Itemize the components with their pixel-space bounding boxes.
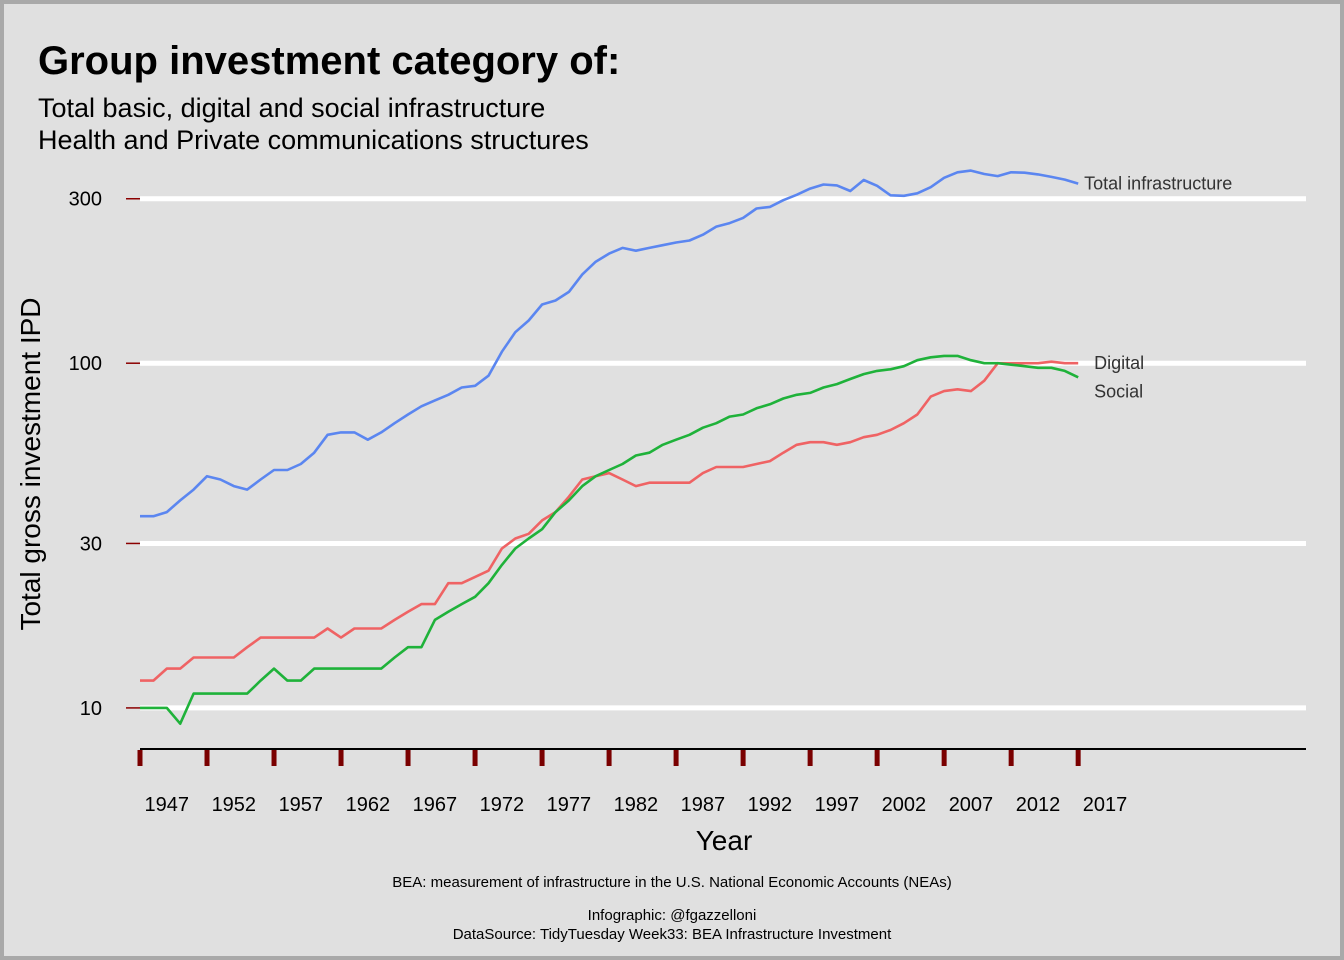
caption-line-3: DataSource: TidyTuesday Week33: BEA Infr… [453, 926, 892, 943]
series-line-total-infrastructure [140, 169, 1079, 518]
series-line-digital [140, 360, 1079, 682]
series-label-total-infrastructure: Total infrastructure [1084, 174, 1232, 194]
x-tick-label-1992: 1992 [748, 794, 793, 816]
x-tick-mark-2000 [874, 750, 880, 766]
x-tick-mark-1970 [472, 750, 478, 766]
x-axis-title: Year [696, 825, 753, 856]
x-tick-label-2012: 2012 [1016, 794, 1061, 816]
x-tick-mark-1950 [204, 750, 210, 766]
x-tick-mark-2010 [1008, 750, 1014, 766]
chart-subtitle-line-2: Health and Private communications struct… [38, 125, 589, 155]
x-tick-label-1977: 1977 [547, 794, 592, 816]
y-axis-title: Total gross investment IPD [15, 297, 46, 630]
x-axis: 1947 1952 1957 1962 1967 1972 1977 1982 1987 1992… [137, 748, 1306, 816]
y-tick-label-10: 10 [80, 698, 102, 720]
y-tick-label-30: 30 [80, 533, 102, 555]
x-tick-label-1982: 1982 [614, 794, 659, 816]
x-tick-label-1947: 1947 [145, 794, 190, 816]
x-tick-label-1967: 1967 [413, 794, 458, 816]
x-tick-label-2017: 2017 [1083, 794, 1128, 816]
x-tick-mark-2015 [1075, 750, 1081, 766]
chart-frame: Group investment category of: Total basi… [4, 4, 1340, 956]
chart: Group investment category of: Total basi… [15, 39, 1306, 943]
x-tick-mark-2005 [941, 750, 947, 766]
x-tick-mark-1990 [740, 750, 746, 766]
x-tick-mark-1965 [405, 750, 411, 766]
caption-line-2: Infographic: @fgazzelloni [588, 907, 757, 924]
series-label-digital: Digital [1094, 353, 1144, 373]
chart-subtitle-line-1: Total basic, digital and social infrastr… [38, 93, 545, 123]
x-tick-label-1987: 1987 [681, 794, 726, 816]
x-tick-mark-1995 [807, 750, 813, 766]
x-tick-mark-1945 [137, 750, 143, 766]
x-tick-label-2002: 2002 [882, 794, 927, 816]
x-tick-mark-1955 [271, 750, 277, 766]
y-axis: 10 30 100 300 [69, 189, 140, 720]
x-tick-label-1957: 1957 [279, 794, 324, 816]
x-tick-label-1972: 1972 [480, 794, 525, 816]
x-tick-mark-1975 [539, 750, 545, 766]
x-tick-label-2007: 2007 [949, 794, 994, 816]
x-tick-label-1962: 1962 [346, 794, 391, 816]
x-tick-label-1997: 1997 [815, 794, 860, 816]
x-tick-mark-1980 [606, 750, 612, 766]
x-tick-mark-1985 [673, 750, 679, 766]
x-tick-mark-1960 [338, 750, 344, 766]
chart-title: Group investment category of: [38, 39, 620, 83]
series-line-social [140, 354, 1079, 726]
caption-line-1: BEA: measurement of infrastructure in th… [392, 874, 951, 891]
grid-lines [140, 196, 1306, 711]
series-label-social: Social [1094, 381, 1143, 401]
series-lines: Total infrastructure Digital Social [140, 169, 1232, 726]
y-tick-label-100: 100 [69, 353, 102, 375]
x-tick-label-1952: 1952 [212, 794, 257, 816]
y-tick-label-300: 300 [69, 189, 102, 211]
